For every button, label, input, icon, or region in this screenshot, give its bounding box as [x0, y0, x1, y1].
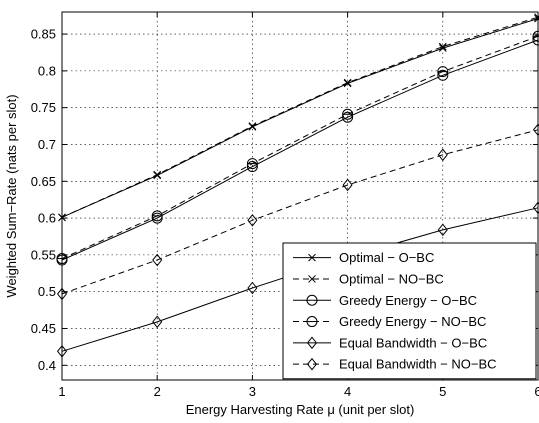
legend: Optimal − O−BC Optimal − NO−BC Greedy Ener… [283, 243, 536, 379]
x-axis-label: Energy Harvesting Rate μ (unit per slot) [186, 402, 415, 417]
y-tick-label: 0.6 [38, 211, 56, 226]
y-tick-label: 0.45 [31, 321, 56, 336]
y-tick-label: 0.65 [31, 174, 56, 189]
x-tick-label: 5 [439, 384, 446, 399]
y-axis-label: Weighted Sum−Rate (nats per slot) [4, 94, 19, 297]
legend-label: Equal Bandwidth − O−BC [339, 335, 487, 350]
y-tick-label: 0.55 [31, 247, 56, 262]
x-tick-label: 4 [344, 384, 351, 399]
legend-label: Greedy Energy − O−BC [339, 293, 477, 308]
y-tick-label: 0.7 [38, 137, 56, 152]
y-tick-label: 0.5 [38, 284, 56, 299]
legend-label: Optimal − O−BC [339, 250, 434, 265]
y-tick-label: 0.75 [31, 100, 56, 115]
legend-label: Equal Bandwidth − NO−BC [339, 357, 497, 372]
y-tick-label: 0.8 [38, 63, 56, 78]
x-tick-label: 6 [534, 384, 539, 399]
x-tick-label: 2 [154, 384, 161, 399]
x-tick-label: 1 [58, 384, 65, 399]
y-tick-label: 0.85 [31, 27, 56, 42]
x-tick-label: 3 [249, 384, 256, 399]
legend-label: Optimal − NO−BC [339, 271, 444, 286]
y-tick-label: 0.4 [38, 358, 56, 373]
legend-label: Greedy Energy − NO−BC [339, 314, 486, 329]
